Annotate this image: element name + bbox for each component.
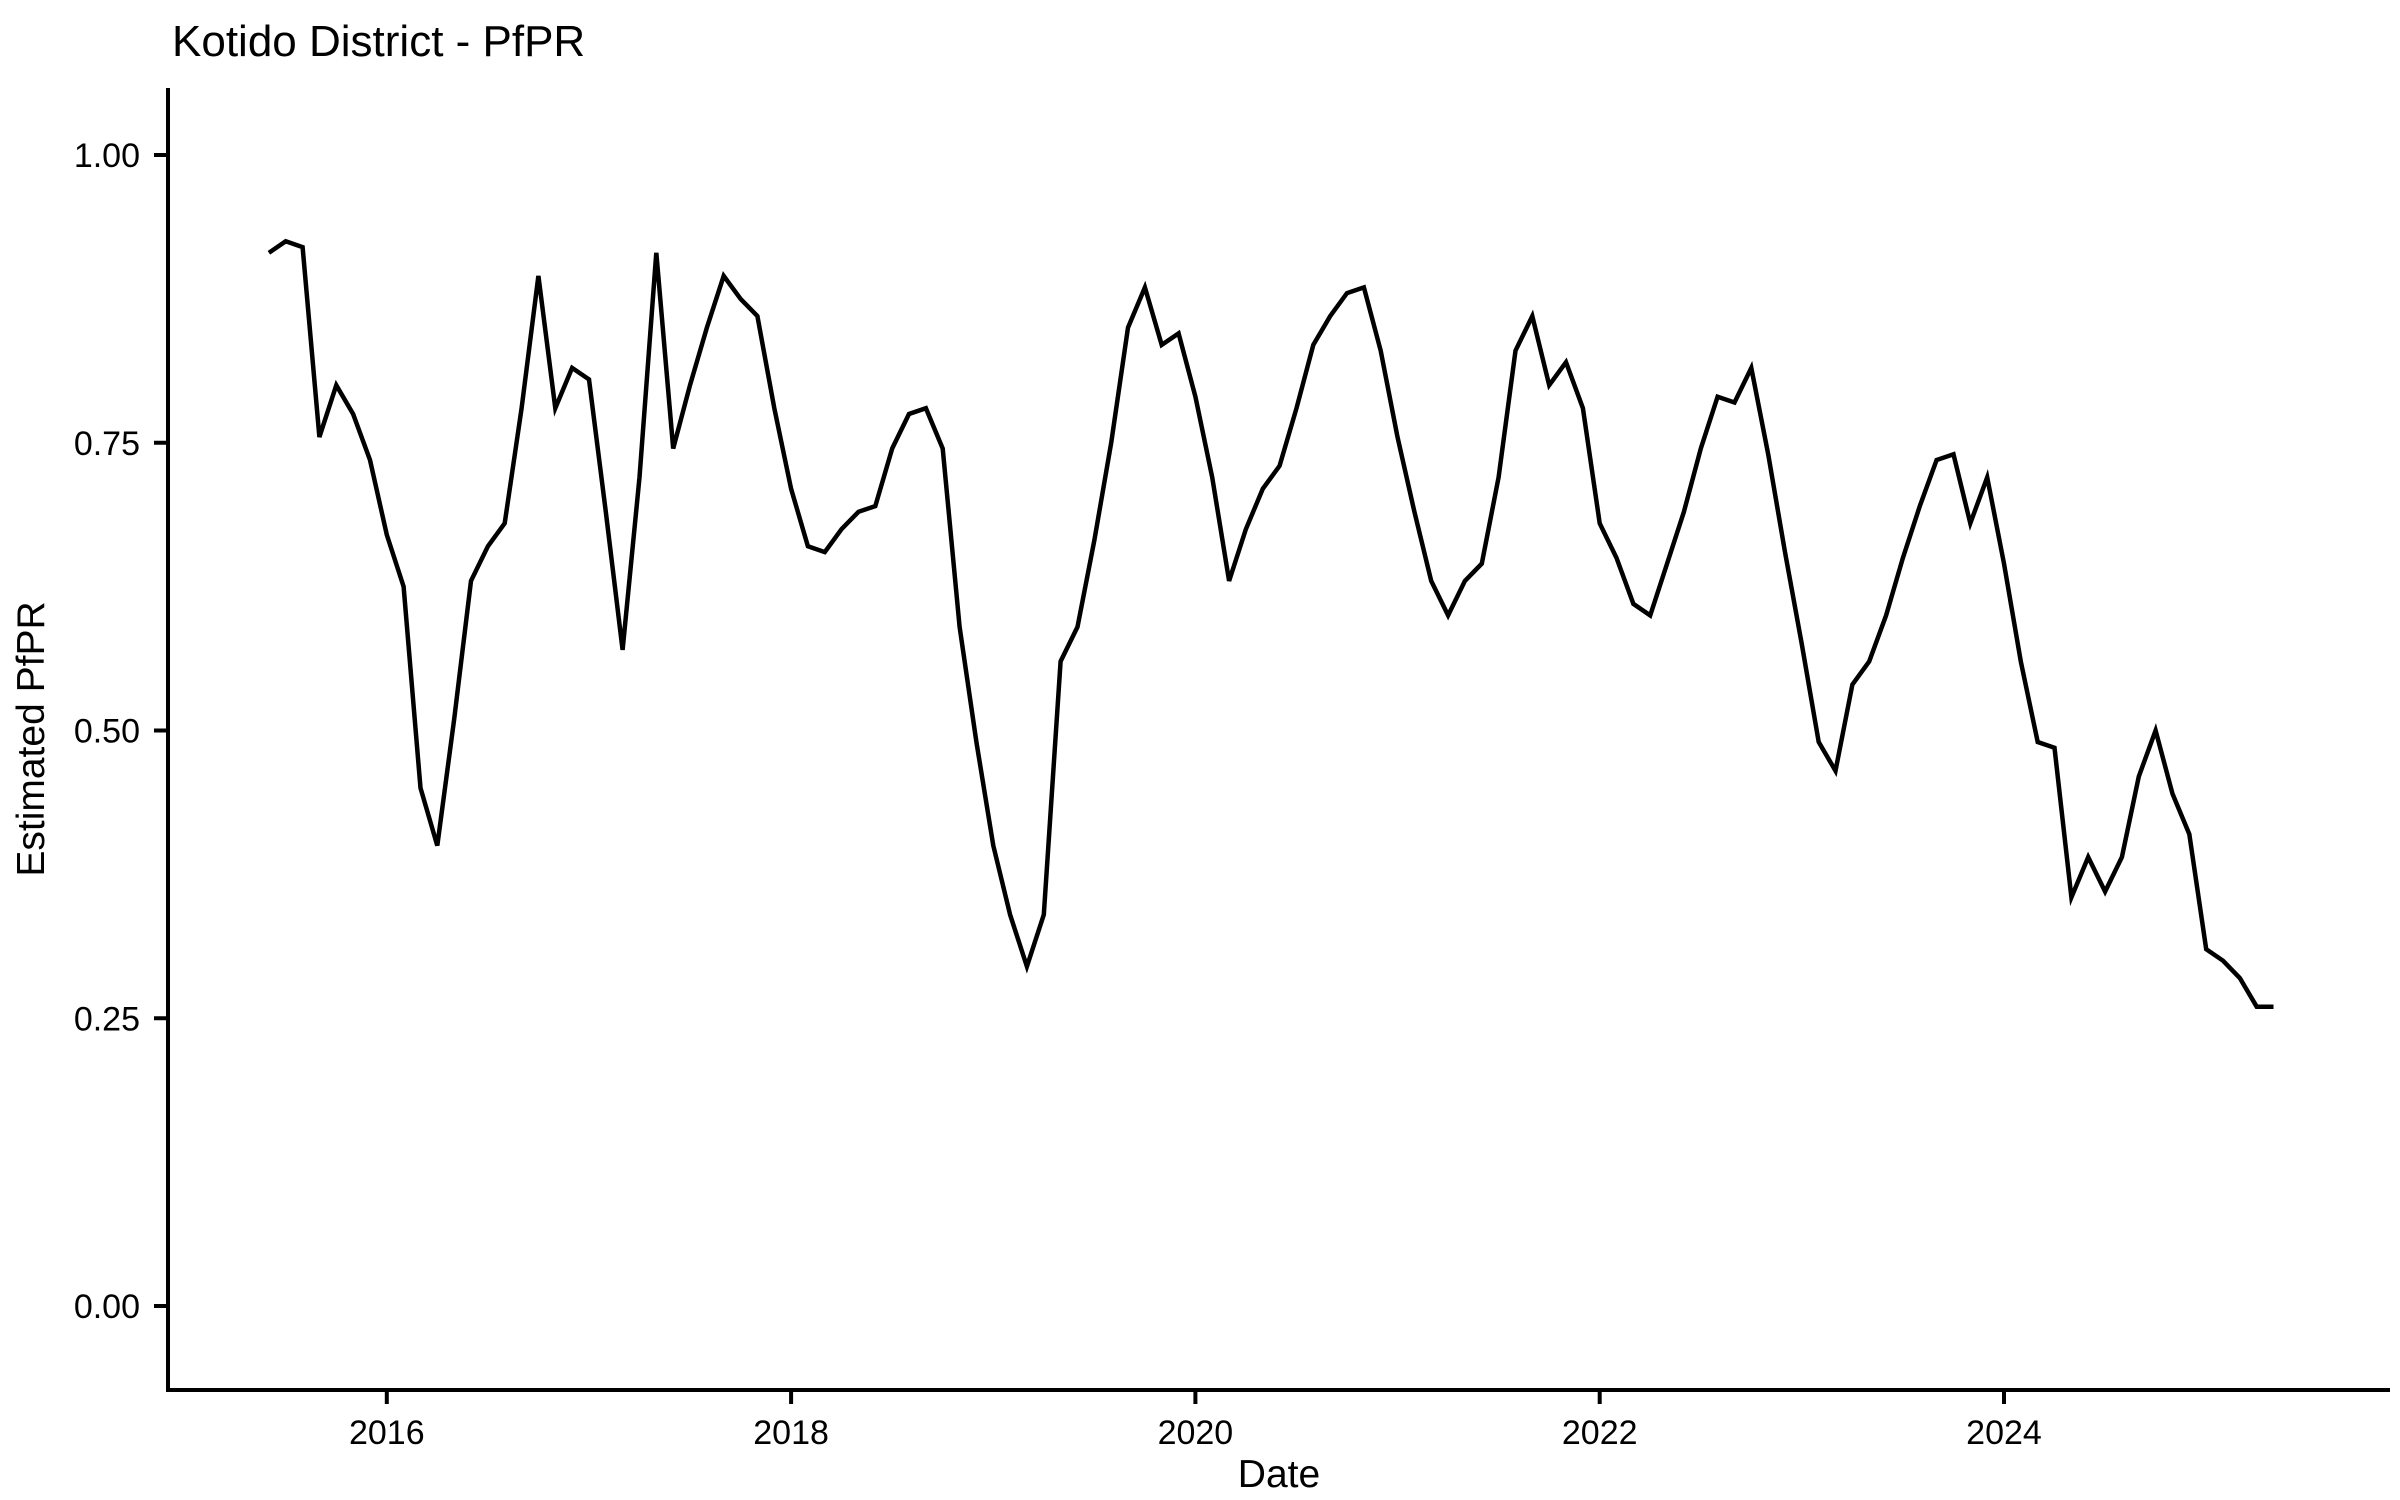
y-axis-ticks: 1.00 0.75 0.50 0.25 0.00 bbox=[74, 137, 168, 1326]
x-tick-label: 2022 bbox=[1562, 1414, 1638, 1452]
x-tick-label: 2020 bbox=[1158, 1414, 1234, 1452]
x-tick-label: 2024 bbox=[1966, 1414, 2042, 1452]
x-axis-title: Date bbox=[1238, 1453, 1320, 1496]
plot-panel: 1.00 0.75 0.50 0.25 0.00 2016 2018 2020 2022 202… bbox=[74, 88, 2390, 1452]
pfpr-series-line bbox=[267, 238, 2274, 1009]
y-axis-title: Estimated PfPR bbox=[10, 601, 53, 876]
x-axis-ticks: 2016 2018 2020 2022 2024 bbox=[349, 1390, 2042, 1452]
y-tick-label: 0.50 bbox=[74, 713, 140, 751]
chart-title: Kotido District - PfPR bbox=[172, 17, 585, 66]
y-tick-label: 1.00 bbox=[74, 137, 140, 175]
y-tick-label: 0.00 bbox=[74, 1288, 140, 1326]
x-tick-label: 2016 bbox=[349, 1414, 425, 1452]
axis-lines bbox=[166, 88, 2390, 1392]
y-tick-label: 0.25 bbox=[74, 1000, 140, 1038]
x-tick-label: 2018 bbox=[753, 1414, 829, 1452]
y-tick-label: 0.75 bbox=[74, 425, 140, 463]
